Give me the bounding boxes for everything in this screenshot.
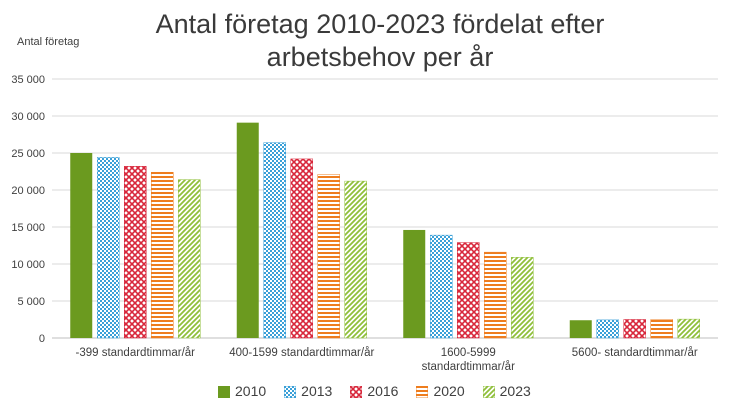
- bar-2013-2: [430, 234, 453, 339]
- legend-label: 2010: [235, 383, 267, 399]
- bar-2023-2: [511, 257, 534, 339]
- x-category-label: 400-1599 standardtimmar/år: [229, 347, 374, 359]
- y-axis-ticks: 0 5 000 10 000 15 000 20 000 25 000 30 000 35 0…: [11, 74, 45, 345]
- legend-item-2020: 2020: [416, 383, 465, 399]
- bar-2023-0: [178, 179, 201, 339]
- bar-2016-0: [124, 166, 147, 339]
- bar-2016-3: [623, 319, 646, 339]
- y-tick-label: 25 000: [11, 148, 45, 160]
- y-tick-label: 10 000: [11, 259, 45, 271]
- legend-swatch: [349, 385, 363, 399]
- y-tick-label: 15 000: [11, 222, 45, 234]
- bar-2023-3: [677, 318, 700, 339]
- y-tick-label: 5 000: [17, 296, 45, 308]
- legend-swatch: [218, 385, 230, 398]
- bar-2023-1: [344, 180, 367, 339]
- legend-item-2013: 2013: [283, 383, 333, 399]
- bars: [70, 122, 700, 339]
- x-category-label: 5600- standardtimmar/år: [572, 347, 698, 359]
- bar-2020-1: [317, 174, 340, 339]
- bar-2010-2: [403, 229, 426, 338]
- y-tick-label: 0: [39, 333, 45, 345]
- legend-item-2010: 2010: [218, 383, 266, 399]
- bar-2020-2: [484, 251, 507, 339]
- legend-item-2023: 2023: [482, 383, 531, 399]
- legend-label: 2013: [301, 383, 333, 399]
- bar-2016-2: [457, 242, 480, 339]
- bar-2010-3: [569, 320, 592, 338]
- chart-title: Antal företag 2010-2023 fördelat efter a…: [155, 9, 605, 72]
- legend-label: 2016: [367, 383, 399, 399]
- x-category-label: 1600-5999: [441, 347, 496, 359]
- bar-2010-0: [70, 153, 93, 338]
- bar-2020-3: [650, 319, 673, 339]
- legend-item-2016: 2016: [349, 383, 399, 399]
- legend-label: 2020: [433, 383, 465, 399]
- bar-2010-1: [236, 122, 259, 338]
- legend-swatch: [416, 385, 429, 399]
- x-axis-labels: -399 standardtimmar/år 400-1599 standardt…: [75, 347, 697, 373]
- bar-2013-0: [97, 157, 120, 339]
- legend: 2010 2013 2016 2020 2023: [218, 383, 531, 399]
- y-axis-label: Antal företag: [17, 36, 80, 48]
- y-tick-label: 35 000: [11, 74, 45, 86]
- y-tick-label: 30 000: [11, 111, 45, 123]
- bar-2020-0: [151, 171, 174, 339]
- x-category-label: -399 standardtimmar/år: [75, 347, 195, 359]
- bar-2016-1: [290, 158, 313, 339]
- legend-swatch: [482, 385, 496, 399]
- bar-2013-1: [263, 142, 286, 339]
- y-tick-label: 20 000: [11, 185, 45, 197]
- legend-swatch: [283, 385, 297, 399]
- legend-label: 2023: [499, 383, 531, 399]
- bar-2013-3: [596, 319, 619, 339]
- x-category-label: standardtimmar/år: [422, 361, 515, 373]
